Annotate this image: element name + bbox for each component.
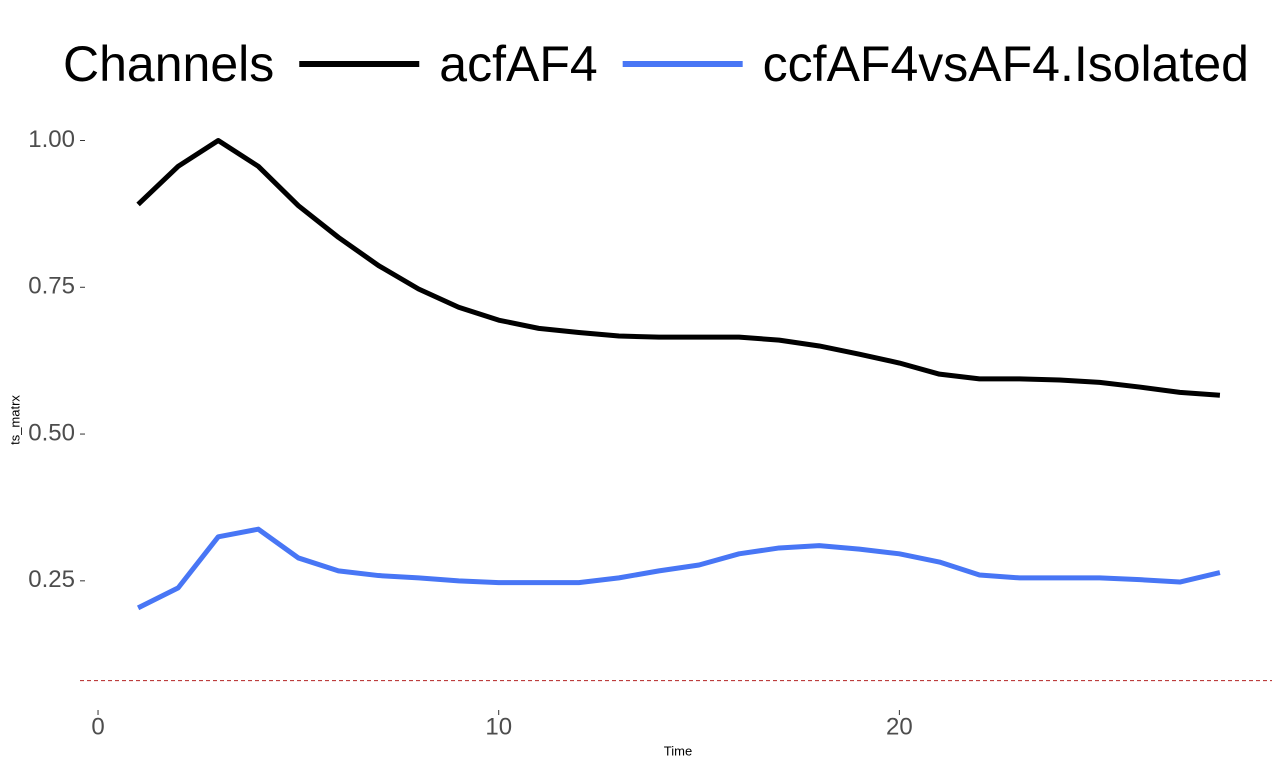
legend-label: acfAF4 [439, 36, 597, 92]
x-axis-title: Time [664, 743, 692, 758]
series-line [136, 526, 1221, 611]
y-tick-label: 0.75 [28, 273, 75, 300]
legend-title: Channels [63, 36, 274, 92]
series-line [136, 137, 1221, 398]
y-axis-title: ts_matrx [7, 395, 22, 445]
legend-label: ccfAF4vsAF4.Isolated [763, 36, 1249, 92]
y-tick-label: 0.25 [28, 566, 75, 593]
y-tick-label: 1.00 [28, 126, 75, 153]
x-tick-label: 0 [91, 713, 104, 740]
y-tick-label: 0.50 [28, 419, 75, 446]
x-tick-label: 20 [886, 713, 913, 740]
x-tick-label: 10 [485, 713, 512, 740]
